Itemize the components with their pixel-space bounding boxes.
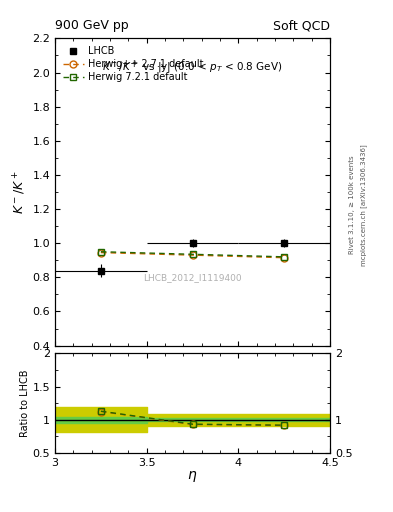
- Text: LHCB_2012_I1119400: LHCB_2012_I1119400: [143, 273, 242, 283]
- Text: Rivet 3.1.10, ≥ 100k events: Rivet 3.1.10, ≥ 100k events: [349, 156, 355, 254]
- Y-axis label: $K^-/K^+$: $K^-/K^+$: [12, 170, 28, 214]
- Legend: LHCB, Herwig++ 2.7.1 default, Herwig 7.2.1 default: LHCB, Herwig++ 2.7.1 default, Herwig 7.2…: [60, 43, 206, 85]
- X-axis label: $\eta$: $\eta$: [187, 470, 198, 484]
- Text: Soft QCD: Soft QCD: [273, 19, 330, 32]
- Text: 900 GeV pp: 900 GeV pp: [55, 19, 129, 32]
- Text: mcplots.cern.ch [arXiv:1306.3436]: mcplots.cern.ch [arXiv:1306.3436]: [360, 144, 367, 266]
- Y-axis label: Ratio to LHCB: Ratio to LHCB: [20, 370, 30, 437]
- Text: $K^-/K^+$ vs |y| (0.0 < $p_T$ < 0.8 GeV): $K^-/K^+$ vs |y| (0.0 < $p_T$ < 0.8 GeV): [103, 60, 283, 75]
